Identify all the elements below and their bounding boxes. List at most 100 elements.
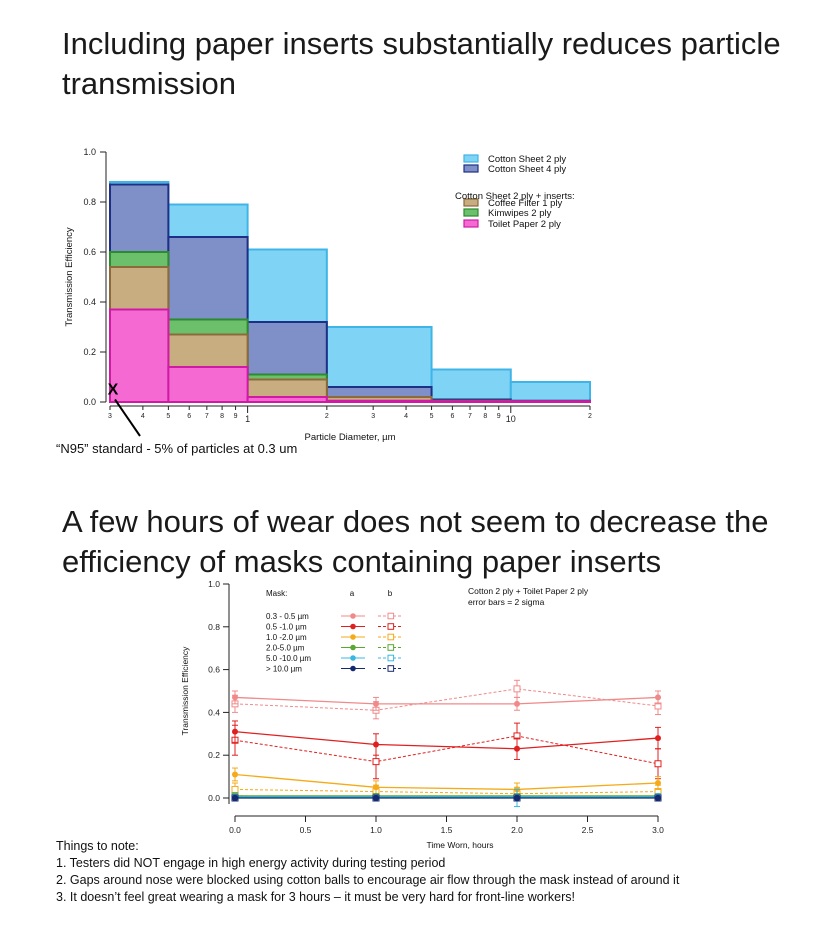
- y-tick-label: 0.8: [208, 622, 220, 632]
- x-tick-label: 9: [234, 413, 238, 420]
- x-tick-label: 10: [506, 414, 516, 424]
- legend-group-title: Cotton Sheet 2 ply + inserts:: [455, 191, 575, 202]
- x-tick-label: 0.5: [300, 825, 312, 835]
- data-point-a: [232, 795, 238, 801]
- x-tick-label: 5: [430, 413, 434, 420]
- y-tick-label: 0.4: [83, 297, 96, 307]
- histogram-bar-1-5: [430, 368, 512, 403]
- note-item-3: 3. It doesn’t feel great wearing a mask …: [56, 890, 575, 904]
- histogram-bar-5-2: [167, 366, 249, 403]
- data-point-b: [654, 760, 662, 768]
- legend-label: Toilet Paper 2 ply: [488, 219, 561, 230]
- slide-title-top: Including paper inserts substantially re…: [62, 26, 781, 101]
- data-point-b: [231, 785, 239, 793]
- histogram-bar-5-1: [109, 308, 170, 403]
- data-point-a: [373, 784, 379, 791]
- legend-marker-a: [350, 613, 356, 619]
- histogram-bar-5-4: [325, 399, 433, 403]
- slide-title-bottom: A few hours of wear does not seem to dec…: [62, 504, 769, 579]
- histogram-chart: 0.00.20.40.60.81.03 4 5 6 7 8 9 1 2 3 4 5 6 7 8 9 10 2Par…: [64, 147, 592, 443]
- x-axis-label: Time Worn, hours: [426, 840, 493, 850]
- legend-column-b: b: [388, 589, 393, 598]
- x-tick-label: 9: [497, 413, 501, 420]
- x-tick-label: 6: [187, 413, 191, 420]
- legend-label: 1.0 -2.0 µm: [266, 633, 307, 642]
- x-tick-label: 0.0: [229, 825, 241, 835]
- x-tick-label: 2: [325, 413, 329, 420]
- x-axis-label: Particle Diameter, µm: [305, 432, 396, 443]
- x-tick-label: 8: [483, 413, 487, 420]
- legend-label: 5.0 -10.0 µm: [266, 654, 311, 663]
- x-tick-label: 6: [450, 413, 454, 420]
- legend-label: 0.5 -1.0 µm: [266, 623, 307, 632]
- y-tick-label: 0.2: [208, 750, 220, 760]
- series-line-b-2: [234, 735, 659, 765]
- data-point-a: [232, 771, 238, 778]
- legend-marker-a: [350, 644, 356, 651]
- histogram-bar-5-3: [246, 396, 328, 403]
- x-tick-label: 1: [245, 414, 250, 424]
- histogram-bar-1-6: [509, 381, 591, 403]
- y-tick-label: 0.0: [83, 397, 96, 407]
- y-tick-label: 1.0: [208, 579, 220, 589]
- legend-marker-b: [387, 665, 395, 672]
- data-point-a: [514, 745, 520, 752]
- series-line-b-1: [234, 688, 659, 711]
- x-tick-label: 1.0: [370, 825, 382, 835]
- legend-label: Coffee Filter 1 ply: [488, 198, 563, 209]
- y-tick-label: 0.6: [208, 665, 220, 675]
- legend-swatch: [463, 208, 479, 217]
- data-point-a: [232, 728, 238, 735]
- legend-column-a: a: [350, 589, 355, 598]
- chart-info-line-1: Cotton 2 ply + Toilet Paper 2 ply: [468, 586, 589, 596]
- x-tick-label: 3.0: [652, 825, 664, 835]
- notes-section: Things to note: 1. Testers did NOT engag…: [56, 838, 679, 906]
- legend-swatch: [463, 198, 479, 207]
- y-tick-label: 1.0: [83, 147, 96, 157]
- data-point-a: [373, 795, 379, 801]
- notes-heading: Things to note:: [56, 839, 139, 853]
- histogram-bar-5-6: [509, 400, 591, 403]
- x-tick-label: 3: [108, 413, 112, 420]
- y-axis-label: Transmission Efficiency: [64, 227, 75, 327]
- data-point-a: [232, 694, 238, 701]
- histogram-bar-5-5: [430, 400, 512, 403]
- legend-label: Cotton Sheet 2 ply: [488, 154, 566, 165]
- note-item-2: 2. Gaps around nose were blocked using c…: [56, 873, 680, 887]
- series-line-b-3: [234, 788, 659, 795]
- legend-marker-b: [387, 612, 395, 620]
- legend-header: Mask:: [266, 589, 287, 598]
- data-point-a: [373, 741, 379, 748]
- data-point-a: [655, 780, 661, 787]
- y-tick-label: 0.6: [83, 247, 96, 257]
- x-tick-label: 7: [205, 413, 209, 420]
- series-line-a-1: [234, 696, 659, 705]
- legend-label: Kimwipes 2 ply: [488, 208, 552, 219]
- legend-marker-a: [350, 655, 356, 661]
- legend-swatch: [463, 219, 479, 228]
- time-worn-chart: 0.0 0.2 0.4 0.6 0.8 1.0 0.0 0.5 1.0 1.5 2.0 2.5 3.0 T…: [180, 579, 664, 850]
- y-tick-label: 0.8: [83, 197, 96, 207]
- legend-marker-a: [350, 634, 356, 640]
- y-tick-label: 0.0: [208, 793, 220, 803]
- legend-marker-b: [387, 623, 395, 630]
- legend-marker-b: [387, 633, 395, 641]
- chart-info-line-2: error bars = 2 sigma: [468, 597, 545, 607]
- legend-label: > 10.0 µm: [266, 665, 302, 674]
- y-tick-label: 0.4: [208, 707, 220, 717]
- series-line-a-2: [234, 731, 659, 750]
- x-tick-label: 4: [404, 413, 408, 420]
- note-item-1: 1. Testers did NOT engage in high energy…: [56, 856, 446, 870]
- data-point-a: [373, 700, 379, 707]
- legend-swatch: [463, 164, 479, 173]
- data-point-a: [655, 795, 661, 801]
- data-point-a: [655, 694, 661, 701]
- data-point-a: [514, 795, 520, 801]
- n95-arrow: [114, 398, 141, 437]
- x-tick-label: 2: [588, 413, 592, 420]
- series-line-a-3: [234, 773, 659, 791]
- legend-label: Cotton Sheet 4 ply: [488, 164, 566, 175]
- legend-marker-b: [387, 644, 395, 651]
- x-tick-label: 2.5: [582, 825, 594, 835]
- n95-annotation: “N95” standard - 5% of particles at 0.3 …: [56, 441, 298, 456]
